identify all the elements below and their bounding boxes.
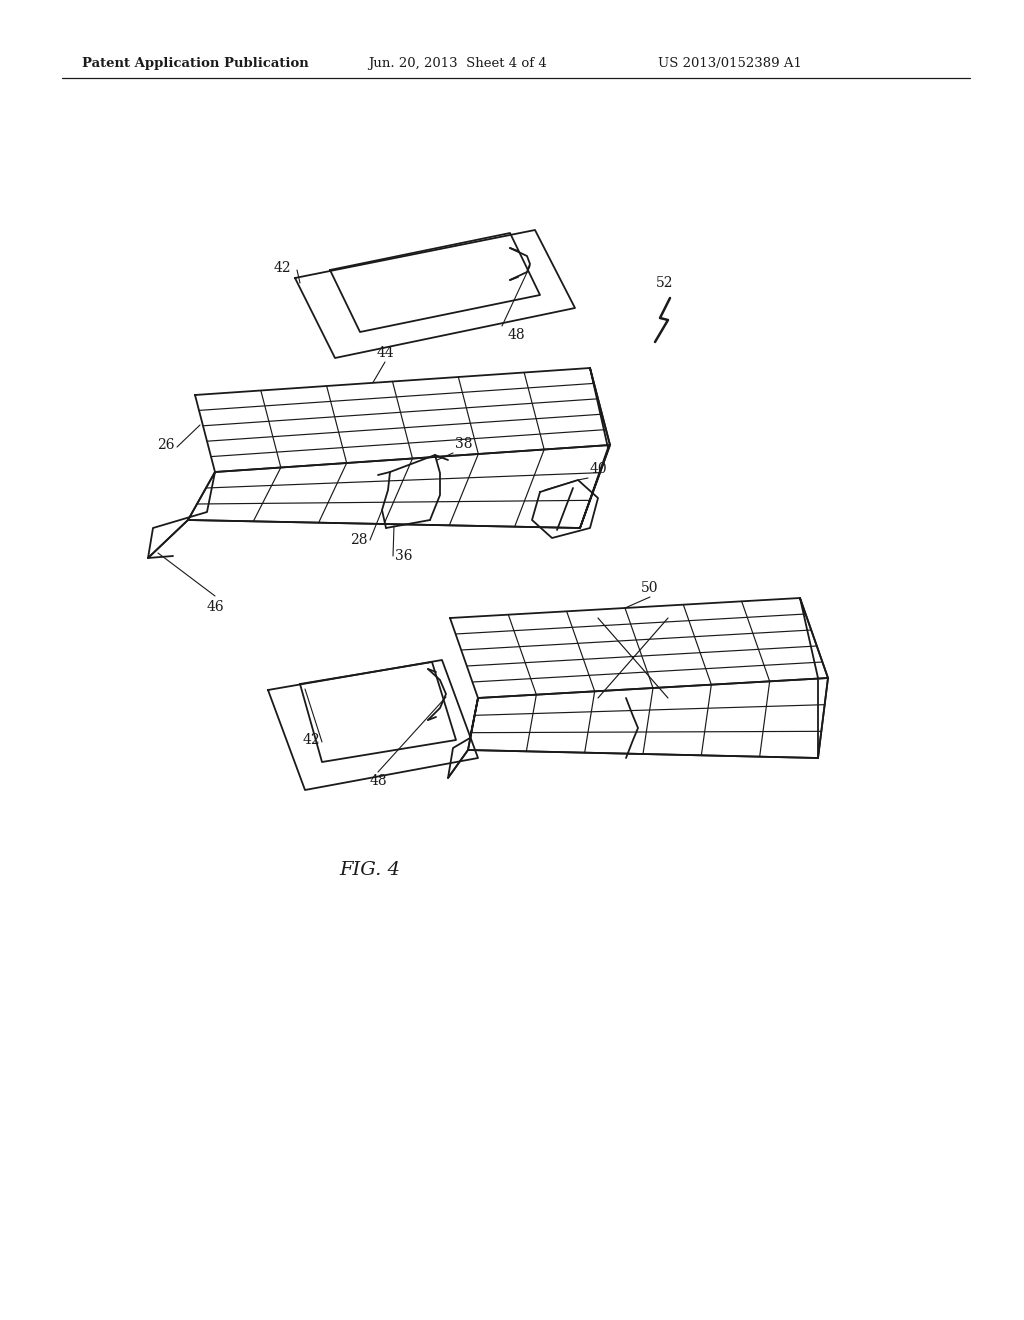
Text: 26: 26 [158,438,175,451]
Text: 36: 36 [395,549,413,564]
Text: 38: 38 [455,437,472,451]
Text: US 2013/0152389 A1: US 2013/0152389 A1 [658,57,802,70]
Text: 28: 28 [350,533,368,546]
Text: 44: 44 [376,346,394,360]
Text: 52: 52 [656,276,674,290]
Text: FIG. 4: FIG. 4 [340,861,400,879]
Text: Patent Application Publication: Patent Application Publication [82,57,309,70]
Text: 50: 50 [641,581,658,595]
Text: 40: 40 [590,462,607,477]
Text: 46: 46 [206,601,224,614]
Text: 48: 48 [370,774,387,788]
Text: 48: 48 [508,327,525,342]
Text: 42: 42 [273,261,291,275]
Text: 42: 42 [302,733,319,747]
Text: Jun. 20, 2013  Sheet 4 of 4: Jun. 20, 2013 Sheet 4 of 4 [368,57,547,70]
